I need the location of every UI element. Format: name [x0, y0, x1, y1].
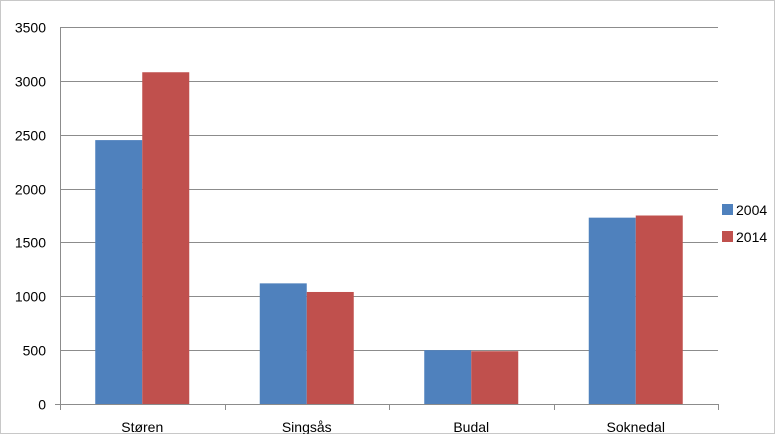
legend-swatch	[722, 204, 733, 215]
axes	[55, 27, 719, 410]
bar-2014-2	[471, 351, 519, 404]
y-tick-label: 3500	[15, 20, 46, 36]
bar-2004-1	[259, 283, 307, 404]
bar-2014-1	[306, 291, 354, 404]
legend-label: 2014	[736, 229, 767, 245]
y-tick-label: 0	[38, 397, 46, 413]
y-tick-label: 3000	[15, 74, 46, 90]
y-tick-label: 500	[23, 343, 47, 359]
y-tick-labels: 0 500 1000 1500 2000 2500 3000 3500	[15, 20, 46, 413]
bar-2004-0	[95, 140, 143, 404]
y-tick-label: 2500	[15, 128, 46, 144]
bar-2004-3	[588, 217, 636, 404]
bar-2014-3	[635, 215, 683, 404]
y-tick-label: 1000	[15, 289, 46, 305]
x-category-labels: Støren Singsås Budal Soknedal	[121, 419, 665, 435]
x-category-label: Budal	[453, 419, 489, 434]
x-category-label: Støren	[121, 419, 163, 434]
y-tick-label: 1500	[15, 235, 46, 251]
legend-label: 2004	[736, 202, 767, 218]
bar-2004-2	[424, 350, 472, 404]
bar-2014-0	[142, 72, 190, 405]
legend: 2004 2014	[722, 202, 767, 245]
y-tick-label: 2000	[15, 182, 46, 198]
x-category-label: Soknedal	[607, 419, 665, 434]
legend-swatch	[722, 231, 733, 242]
bars	[95, 72, 683, 405]
x-category-label: Singsås	[282, 419, 332, 434]
